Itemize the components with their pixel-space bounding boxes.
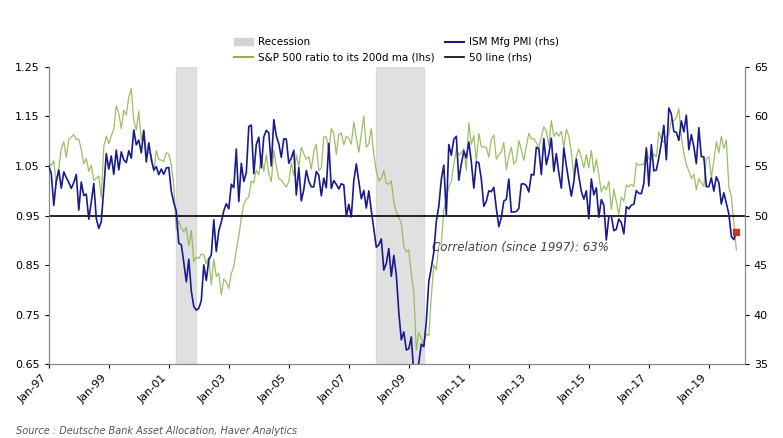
Legend: Recession, S&P 500 ratio to its 200d ma (lhs), ISM Mfg PMI (rhs), 50 line (rhs): Recession, S&P 500 ratio to its 200d ma … bbox=[230, 33, 564, 67]
Bar bbox=[176, 67, 197, 364]
Text: Source : Deutsche Bank Asset Allocation, Haver Analytics: Source : Deutsche Bank Asset Allocation,… bbox=[16, 426, 297, 436]
Bar bbox=[377, 67, 424, 364]
Text: Correlation (since 1997): 63%: Correlation (since 1997): 63% bbox=[431, 241, 608, 254]
